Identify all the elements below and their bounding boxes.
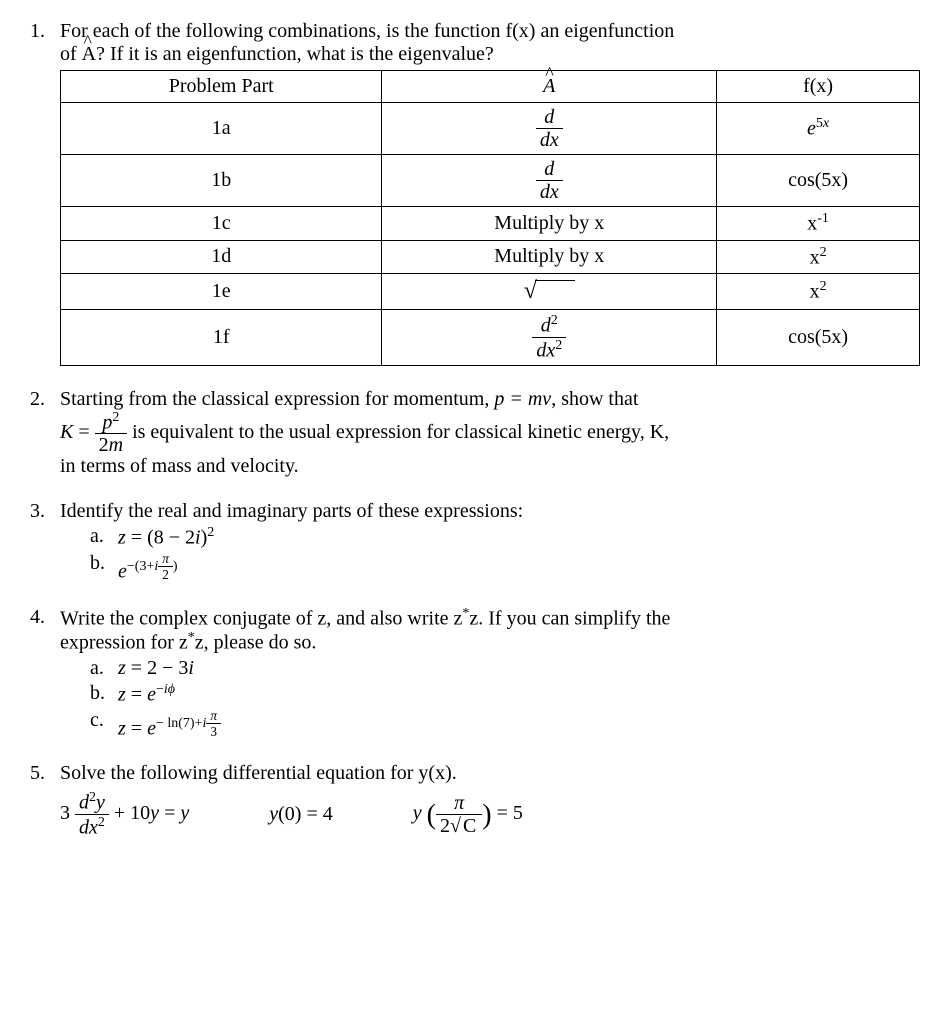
q4-text-a: Write the complex conjugate of z, and al…	[60, 607, 462, 629]
cell-part: 1d	[61, 240, 382, 274]
q2-line1-c: , show that	[551, 388, 638, 410]
q5-coeff: 3	[60, 802, 70, 824]
cell-fx: cos(5x)	[717, 310, 920, 365]
q4-text-b: z. If you can simplify the	[469, 607, 670, 629]
cell-op: √	[382, 274, 717, 310]
cell-op: d2dx2	[382, 310, 717, 365]
cell-fx: x2	[717, 240, 920, 274]
problem-1-body: For each of the following combinations, …	[60, 20, 920, 366]
problem-4: 4. Write the complex conjugate of z, and…	[30, 606, 920, 741]
problem-4-number: 4.	[30, 606, 60, 629]
cell-part: 1c	[61, 207, 382, 241]
q5-ode: 3 d2y dx2 + 10y = y	[60, 791, 189, 837]
problem-3-body: Identify the real and imaginary parts of…	[60, 500, 920, 523]
q4-text-c: expression for z	[60, 632, 188, 654]
q2-frac-den: 2m	[95, 434, 127, 455]
cell-fx: cos(5x)	[717, 155, 920, 207]
problem-5-body: Solve the following differential equatio…	[60, 762, 920, 785]
problem-3-number: 3.	[30, 500, 60, 523]
cell-part: 1b	[61, 155, 382, 207]
q2-K: K	[60, 421, 73, 443]
cell-part: 1e	[61, 274, 382, 310]
problem-1-number: 1.	[30, 20, 60, 43]
q4-item-b: b. z = e−iϕ	[90, 682, 920, 707]
col-problem-part: Problem Part	[61, 71, 382, 103]
col-fx: f(x)	[717, 71, 920, 103]
q4-a-expr: z = 2 − 3i	[118, 657, 194, 680]
problem-1-text-b: of A? If it is an eigenfunction, what is…	[60, 43, 494, 65]
problem-1-text-a: For each of the following combinations, …	[60, 20, 674, 42]
q4-c-label: c.	[90, 709, 118, 741]
q3-sublist: a. z = (8 − 2i)2 b. e−(3+iπ2)	[90, 525, 920, 583]
problem-1: 1. For each of the following combination…	[30, 20, 920, 366]
table-row: 1e √ x2	[61, 274, 920, 310]
q5-d2ydx2: d2y dx2	[75, 791, 109, 837]
q3-a-expr: z = (8 − 2i)2	[118, 525, 214, 550]
q3-item-b: b. e−(3+iπ2)	[90, 552, 920, 584]
cell-op: Multiply by x	[382, 240, 717, 274]
q5-bc1: y(0) = 4	[269, 803, 333, 826]
q3-b-expr: e−(3+iπ2)	[118, 552, 178, 584]
q4-sublist: a. z = 2 − 3i b. z = e−iϕ c. z = e− ln(7…	[90, 657, 920, 740]
q2-line1-a: Starting from the classical expression f…	[60, 388, 494, 410]
table-row: 1c Multiply by x x-1	[61, 207, 920, 241]
cell-op: ddx	[382, 155, 717, 207]
problem-1-header: 1. For each of the following combination…	[30, 20, 920, 366]
q4-c-expr: z = e− ln(7)+iπ3	[118, 709, 221, 741]
q5-bc2: y (π2√C) = 5	[413, 793, 523, 836]
q3-b-label: b.	[90, 552, 118, 584]
problem-3: 3. Identify the real and imaginary parts…	[30, 500, 920, 583]
problem-2-number: 2.	[30, 388, 60, 411]
table-header-row: Problem Part A f(x)	[61, 71, 920, 103]
problem-5-number: 5.	[30, 762, 60, 785]
q2-fraction: p2 2m	[95, 411, 127, 456]
q4-text-d: z, please do so.	[195, 632, 317, 654]
q2-frac-num: p2	[95, 411, 127, 435]
q3-text: Identify the real and imaginary parts of…	[60, 500, 523, 522]
table-row: 1a ddx e5x	[61, 103, 920, 155]
q5-equation-row: 3 d2y dx2 + 10y = y y(0) = 4 y (π2√C) = …	[60, 791, 920, 837]
cell-op: ddx	[382, 103, 717, 155]
q2-line3: in terms of mass and velocity.	[60, 455, 299, 477]
cell-part: 1a	[61, 103, 382, 155]
cell-part: 1f	[61, 310, 382, 365]
star-icon: *	[188, 630, 195, 645]
q4-b-label: b.	[90, 682, 118, 707]
q3-a-label: a.	[90, 525, 118, 550]
cell-fx: e5x	[717, 103, 920, 155]
q4-item-c: c. z = e− ln(7)+iπ3	[90, 709, 920, 741]
problem-2: 2. Starting from the classical expressio…	[30, 388, 920, 479]
problem-4-body: Write the complex conjugate of z, and al…	[60, 606, 920, 655]
q4-item-a: a. z = 2 − 3i	[90, 657, 920, 680]
cell-fx: x2	[717, 274, 920, 310]
q4-a-label: a.	[90, 657, 118, 680]
col-operator: A	[382, 71, 717, 103]
q3-item-a: a. z = (8 − 2i)2	[90, 525, 920, 550]
table-row: 1b ddx cos(5x)	[61, 155, 920, 207]
table-row: 1f d2dx2 cos(5x)	[61, 310, 920, 365]
q4-b-expr: z = e−iϕ	[118, 682, 175, 707]
q2-line2-b: is equivalent to the usual expression fo…	[132, 421, 669, 443]
q2-momentum: p = mv	[494, 388, 551, 410]
cell-fx: x-1	[717, 207, 920, 241]
problem-5: 5. Solve the following differential equa…	[30, 762, 920, 837]
table-row: 1d Multiply by x x2	[61, 240, 920, 274]
cell-op: Multiply by x	[382, 207, 717, 241]
eigen-table: Problem Part A f(x) 1a ddx e5x 1b ddx co…	[60, 70, 920, 366]
problem-2-body: Starting from the classical expression f…	[60, 388, 920, 479]
q5-text: Solve the following differential equatio…	[60, 762, 457, 784]
